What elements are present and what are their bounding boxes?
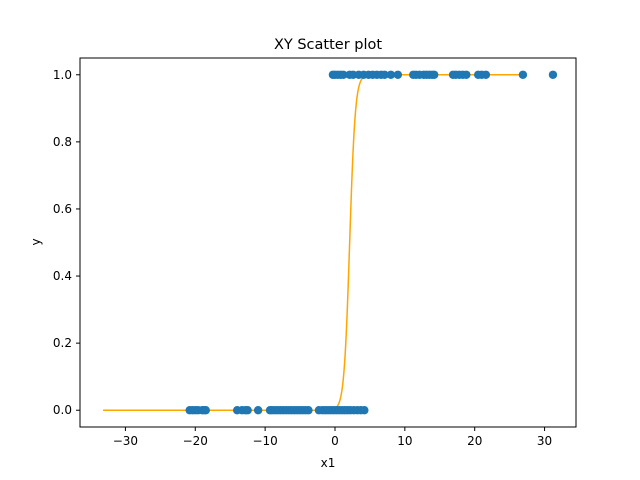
axes-layer: −30 −20 −10 0 10 20 30 0.0 0.2 0.4 0.6 0.8 1.0 <box>53 57 577 448</box>
data-point-10 <box>243 406 252 415</box>
data-point-47 <box>339 70 348 79</box>
data-point-6 <box>201 406 210 415</box>
y-tick-label-1: 0.2 <box>53 336 72 350</box>
data-point-26 <box>304 406 313 415</box>
data-point-74 <box>481 70 491 79</box>
x-tick-label-1: −20 <box>183 434 208 448</box>
data-point-56 <box>380 70 389 79</box>
y-tick-label-5: 1.0 <box>53 68 72 82</box>
data-point-71 <box>462 70 471 79</box>
data-point-11 <box>253 406 263 415</box>
data-point-58 <box>393 70 403 79</box>
y-axis-label: y <box>29 238 43 245</box>
x-tick-label-4: 10 <box>397 434 412 448</box>
axes-frame <box>79 57 577 428</box>
chart-title: XY Scatter plot <box>274 37 382 53</box>
data-point-75 <box>518 70 528 79</box>
y-tick-label-4: 0.8 <box>53 135 72 149</box>
x-tick-label-3: 0 <box>331 434 339 448</box>
x-tick-label-5: 20 <box>467 434 482 448</box>
data-point-42 <box>360 406 369 415</box>
plot-area <box>80 58 576 427</box>
y-tick-label-2: 0.4 <box>53 269 72 283</box>
data-point-66 <box>429 70 439 79</box>
y-tick-label-0: 0.0 <box>53 403 72 417</box>
x-axis-label: x1 <box>321 456 336 470</box>
y-tick-label-3: 0.6 <box>53 202 72 216</box>
plot-background <box>80 58 576 427</box>
data-point-57 <box>386 70 396 79</box>
data-points-layer <box>185 70 558 415</box>
x-tick-label-2: −10 <box>252 434 277 448</box>
data-point-76 <box>548 70 558 79</box>
x-tick-label-6: 30 <box>537 434 552 448</box>
x-tick-label-0: −30 <box>113 434 138 448</box>
